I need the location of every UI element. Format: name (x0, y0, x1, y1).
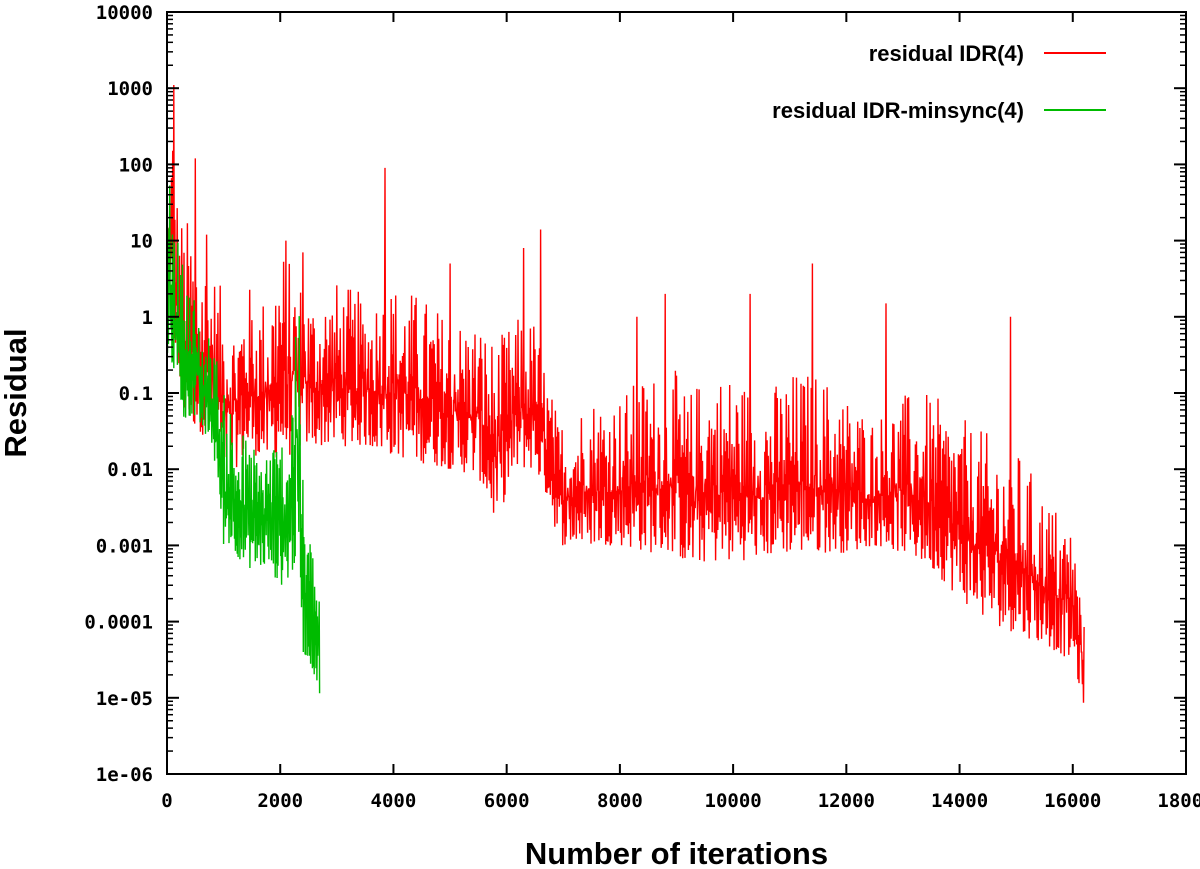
y-tick-label: 0.0001 (84, 612, 153, 634)
y-tick-label: 10000 (96, 2, 153, 24)
legend: residual IDR(4) residual IDR-minsync(4) (772, 41, 1106, 123)
x-tick-label: 6000 (484, 790, 530, 812)
x-tick-label: 8000 (597, 790, 643, 812)
x-tick-label: 0 (161, 790, 172, 812)
y-tick-label: 1 (142, 307, 153, 329)
y-tick-label: 0.001 (96, 535, 153, 557)
y-axis: 1e-06 1e-05 0.0001 0.001 0.01 0.1 1 10 100 1000 10… (84, 2, 1186, 786)
y-tick-label: 1000 (107, 78, 153, 100)
y-tick-label: 1e-06 (96, 764, 153, 786)
x-tick-label: 18000 (1157, 790, 1200, 812)
x-tick-label: 14000 (931, 790, 988, 812)
x-axis: 0 2000 4000 6000 8000 10000 12000 14000 16000 180… (161, 12, 1200, 812)
y-axis-title: Residual (0, 328, 33, 457)
x-tick-label: 16000 (1044, 790, 1101, 812)
legend-label-1: residual IDR-minsync(4) (772, 98, 1024, 123)
x-tick-label: 4000 (371, 790, 417, 812)
y-tick-label: 10 (130, 231, 153, 253)
y-tick-label: 100 (119, 154, 153, 176)
legend-label-0: residual IDR(4) (869, 41, 1024, 66)
y-tick-label: 0.01 (107, 459, 153, 481)
x-axis-title: Number of iterations (525, 836, 828, 869)
x-tick-label: 10000 (705, 790, 762, 812)
series-layer (167, 84, 1085, 703)
x-tick-label: 12000 (818, 790, 875, 812)
x-tick-label: 2000 (257, 790, 303, 812)
series-line-0 (167, 84, 1085, 703)
series-line-1 (167, 185, 321, 694)
y-tick-label: 1e-05 (96, 688, 153, 710)
y-tick-label: 0.1 (119, 383, 153, 405)
